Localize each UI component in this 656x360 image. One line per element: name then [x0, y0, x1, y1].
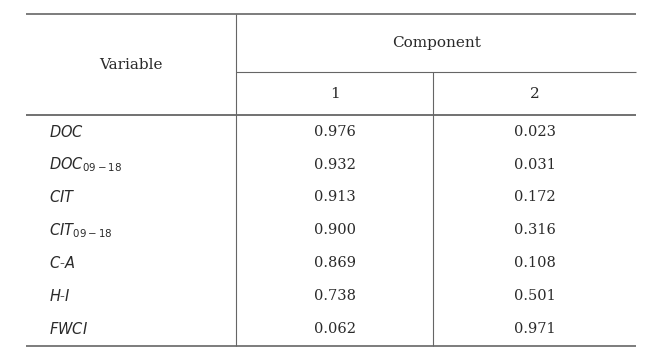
Text: $\mathit{DOC}$: $\mathit{DOC}$	[49, 123, 84, 140]
Text: 0.023: 0.023	[514, 125, 556, 139]
Text: 0.976: 0.976	[314, 125, 356, 139]
Text: 0.108: 0.108	[514, 256, 556, 270]
Text: 0.913: 0.913	[314, 190, 356, 204]
Text: Component: Component	[392, 36, 481, 50]
Text: 0.062: 0.062	[314, 322, 356, 336]
Text: 1: 1	[330, 87, 339, 100]
Text: 0.869: 0.869	[314, 256, 356, 270]
Text: 0.316: 0.316	[514, 224, 556, 237]
Text: $\mathit{H}$-$\mathit{I}$: $\mathit{H}$-$\mathit{I}$	[49, 288, 71, 304]
Text: 2: 2	[530, 87, 539, 100]
Text: 0.932: 0.932	[314, 158, 356, 172]
Text: 0.738: 0.738	[314, 289, 356, 303]
Text: 0.031: 0.031	[514, 158, 556, 172]
Text: 0.900: 0.900	[314, 224, 356, 237]
Text: Variable: Variable	[100, 58, 163, 72]
Text: $\mathit{CIT}$$_{09-18}$: $\mathit{CIT}$$_{09-18}$	[49, 221, 113, 240]
Text: $\mathit{FWCI}$: $\mathit{FWCI}$	[49, 321, 88, 337]
Text: $\mathit{CIT}$: $\mathit{CIT}$	[49, 189, 75, 206]
Text: 0.501: 0.501	[514, 289, 556, 303]
Text: 0.172: 0.172	[514, 190, 556, 204]
Text: $\mathit{DOC}$$_{09-18}$: $\mathit{DOC}$$_{09-18}$	[49, 155, 122, 174]
Text: $\mathit{C}$-$\mathit{A}$: $\mathit{C}$-$\mathit{A}$	[49, 255, 75, 271]
Text: 0.971: 0.971	[514, 322, 556, 336]
